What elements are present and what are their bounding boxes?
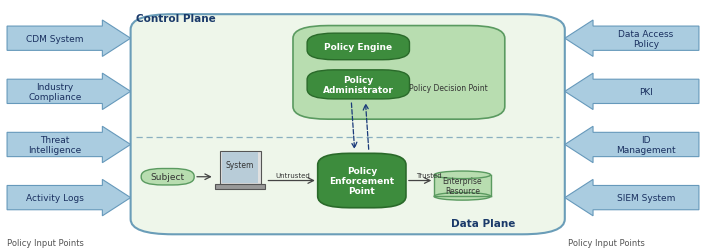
Polygon shape (7, 74, 131, 110)
Bar (220, 151, 261, 184)
Text: Data Plane: Data Plane (451, 218, 516, 228)
Text: Policy Input Points: Policy Input Points (7, 238, 84, 247)
Text: Subject: Subject (150, 173, 185, 181)
Text: Policy Decision Point: Policy Decision Point (409, 84, 488, 93)
Bar (215, 184, 265, 190)
Text: CDM System: CDM System (26, 35, 83, 44)
Polygon shape (565, 127, 699, 163)
Text: SIEM System: SIEM System (617, 193, 675, 202)
Text: Trusted: Trusted (417, 172, 442, 178)
Text: Untrusted: Untrusted (275, 172, 311, 178)
Text: Policy
Enforcement
Point: Policy Enforcement Point (329, 166, 395, 196)
Polygon shape (7, 127, 131, 163)
FancyBboxPatch shape (307, 34, 409, 60)
Polygon shape (565, 21, 699, 57)
Text: Control Plane: Control Plane (136, 14, 216, 24)
Polygon shape (7, 21, 131, 57)
Text: Activity Logs: Activity Logs (26, 193, 83, 202)
FancyBboxPatch shape (141, 169, 194, 185)
Text: Industry
Compliance: Industry Compliance (28, 82, 81, 102)
FancyBboxPatch shape (293, 26, 505, 120)
Bar (222, 152, 258, 183)
Text: ID
Management: ID Management (616, 135, 676, 154)
Text: Policy
Administrator: Policy Administrator (323, 75, 394, 95)
Ellipse shape (434, 171, 491, 179)
Polygon shape (565, 74, 699, 110)
Text: Policy Input Points: Policy Input Points (568, 238, 645, 247)
Text: Threat
Intelligence: Threat Intelligence (28, 135, 81, 154)
FancyBboxPatch shape (307, 71, 409, 100)
Polygon shape (7, 180, 131, 216)
Text: Data Access
Policy: Data Access Policy (618, 29, 674, 49)
Text: PKI: PKI (639, 87, 653, 97)
Text: Policy Engine: Policy Engine (324, 43, 393, 52)
FancyBboxPatch shape (131, 15, 565, 234)
Text: System: System (226, 161, 254, 170)
Text: Enterprise
Resource: Enterprise Resource (443, 176, 482, 196)
Ellipse shape (434, 193, 491, 200)
Bar (434, 175, 491, 197)
Polygon shape (565, 180, 699, 216)
FancyBboxPatch shape (318, 154, 406, 208)
Ellipse shape (434, 171, 491, 179)
